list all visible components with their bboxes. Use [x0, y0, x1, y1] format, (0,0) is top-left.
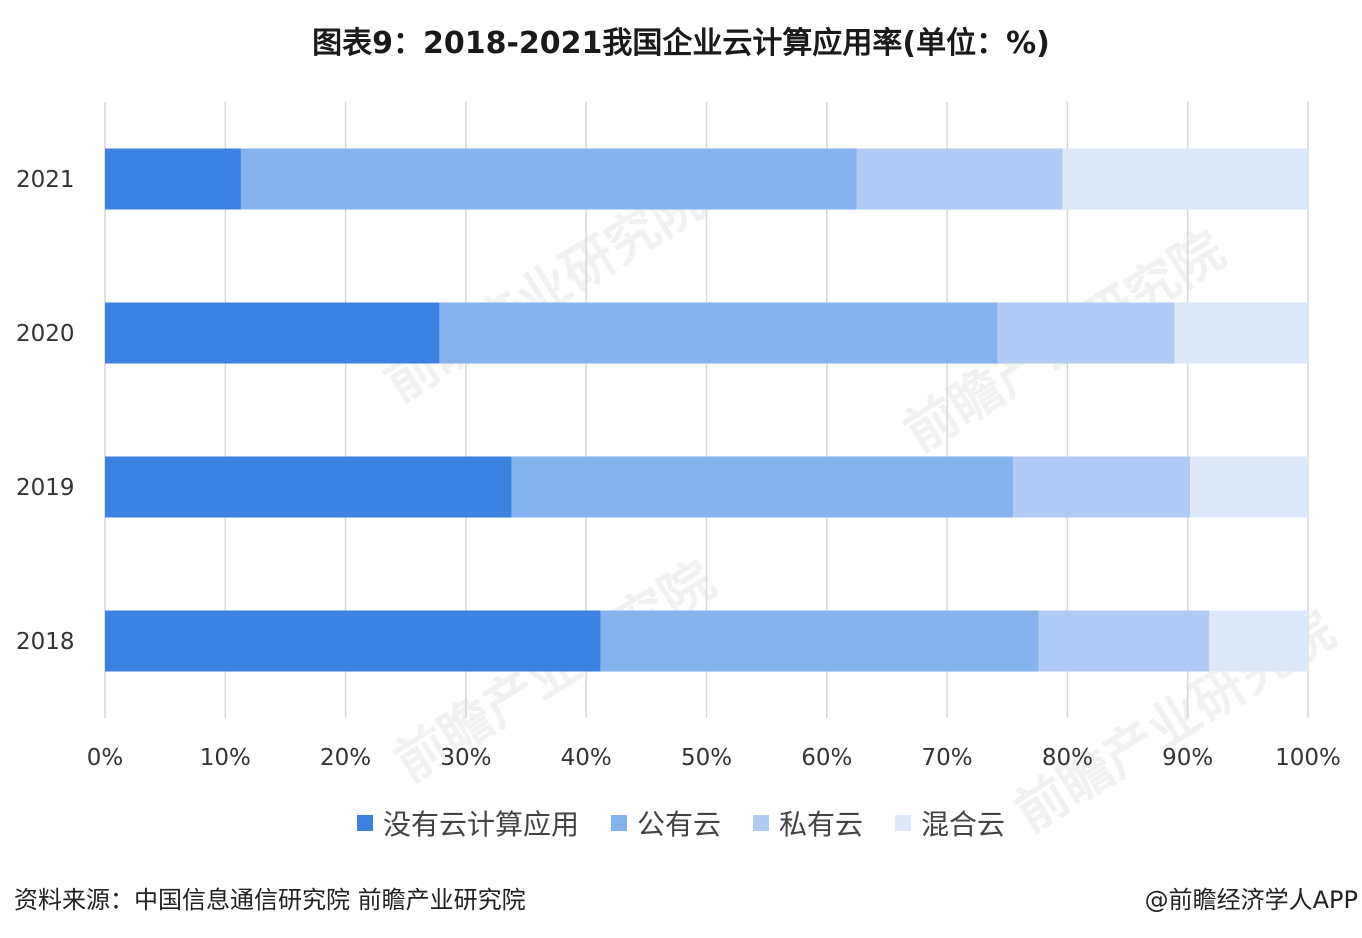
- legend-label: 公有云: [636, 808, 721, 841]
- bar-segment: [240, 148, 857, 210]
- legend-item: 公有云: [610, 803, 721, 843]
- source-note: 资料来源：中国信息通信研究院 前瞻产业研究院: [14, 886, 526, 914]
- x-tick-label: 40%: [561, 745, 612, 771]
- legend-item: 没有云计算应用: [356, 803, 579, 843]
- x-tick-label: 80%: [1042, 745, 1093, 771]
- x-tick-label: 60%: [801, 745, 852, 771]
- stacked-bar-chart: 0% 10% 20% 30% 40% 50% 60% 70% 80% 90% 100% 2021 202…: [16, 102, 1341, 771]
- legend-swatch: [895, 815, 912, 831]
- legend-label: 没有云计算应用: [382, 808, 579, 841]
- x-tick-label: 100%: [1275, 745, 1341, 771]
- bar-segment: [105, 456, 512, 518]
- bar-segment: [856, 148, 1063, 210]
- bar-segment: [105, 148, 241, 210]
- legend-label: 私有云: [779, 808, 864, 841]
- bar-segment: [600, 610, 1039, 672]
- y-category-label: 2020: [16, 321, 75, 347]
- bar-segment: [1209, 610, 1308, 672]
- legend-item: 混合云: [895, 803, 1005, 843]
- bar-segment: [1174, 302, 1308, 364]
- bar-segment: [1190, 456, 1308, 518]
- bar-segment: [1062, 148, 1308, 210]
- legend-swatch: [753, 815, 769, 831]
- legend-swatch: [356, 815, 373, 831]
- x-tick-label: 20%: [320, 745, 371, 771]
- bar-segment: [105, 302, 440, 364]
- brand-credit: @前瞻经济学人APP: [1144, 886, 1358, 914]
- x-tick-label: 10%: [200, 745, 251, 771]
- bar-segment: [1013, 456, 1191, 518]
- bar-segment: [439, 302, 998, 364]
- y-category-label: 2019: [16, 475, 75, 501]
- x-tick-label: 90%: [1162, 745, 1213, 771]
- x-tick-label: 70%: [922, 745, 973, 771]
- chart-legend: 没有云计算应用 公有云 私有云 混合云: [0, 803, 1362, 843]
- y-category-label: 2018: [16, 629, 75, 655]
- legend-item: 私有云: [753, 803, 863, 843]
- bar-segment: [1038, 610, 1210, 672]
- bar-segment: [997, 302, 1175, 364]
- bar-segment: [511, 456, 1014, 518]
- chart-title: 图表9：2018-2021我国企业云计算应用率(单位：%): [312, 26, 1050, 61]
- legend-label: 混合云: [921, 808, 1006, 841]
- x-tick-label: 0%: [87, 745, 124, 771]
- x-tick-label: 50%: [681, 745, 732, 771]
- legend-swatch: [610, 815, 627, 831]
- y-category-label: 2021: [16, 167, 75, 193]
- x-tick-label: 30%: [440, 745, 491, 771]
- bar-segment: [105, 610, 601, 672]
